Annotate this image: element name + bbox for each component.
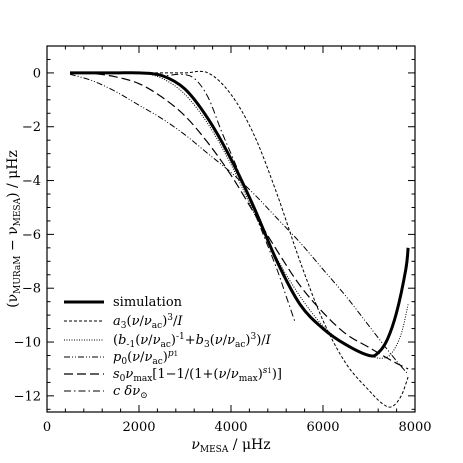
y-tick-label: −2 bbox=[22, 120, 41, 135]
series-line-5 bbox=[70, 72, 296, 324]
x-label-unit: / μHz bbox=[228, 437, 270, 453]
y-tick-label: −10 bbox=[14, 336, 41, 351]
ticks bbox=[46, 46, 416, 412]
legend-label-s0: s0νmax[1−1/(1+(ν/νmax)s1)] bbox=[113, 366, 282, 384]
y-label-sub1: MURaM bbox=[13, 256, 23, 294]
plot-frame bbox=[46, 45, 416, 413]
legend-label-p0: p0(ν/νac)p1 bbox=[113, 349, 178, 367]
x-tick-label: 2000 bbox=[122, 420, 155, 435]
legend-label-simulation: simulation bbox=[113, 295, 183, 310]
tick-labels: 0 2000 4000 6000 8000 0 −2 −4 −6 −8 −10 −12 bbox=[14, 66, 432, 435]
x-tick-label: 8000 bbox=[398, 420, 431, 435]
series-line-3 bbox=[69, 73, 409, 375]
y-label-sub2: MESA bbox=[13, 197, 23, 226]
y-tick-label: −12 bbox=[14, 389, 41, 404]
legend: simulation a3(ν/νac)3/I (b-1(ν/νac)-1+b3… bbox=[64, 295, 282, 401]
legend-label-a3: a3(ν/νac)3/I bbox=[113, 313, 183, 331]
y-tick-label: −8 bbox=[22, 282, 41, 297]
x-tick-label: 0 bbox=[43, 420, 51, 435]
y-tick-label: 0 bbox=[33, 66, 41, 81]
x-tick-label: 6000 bbox=[306, 420, 339, 435]
legend-label-b: (b-1(ν/νac)-1+b3(ν/νac)3)/I bbox=[113, 332, 272, 350]
y-label-close: ) / μHz bbox=[5, 150, 21, 198]
y-tick-label: −4 bbox=[22, 174, 41, 189]
legend-label-c: c δν⊙ bbox=[113, 384, 148, 401]
x-label-main: ν bbox=[191, 437, 200, 453]
y-label-mid: − ν bbox=[5, 226, 21, 255]
y-label-open: (ν bbox=[5, 294, 21, 308]
series-layer bbox=[69, 70, 410, 408]
y-axis-label: (νMURaM − νMESA) / μHz bbox=[5, 150, 23, 308]
series-line-4 bbox=[69, 72, 409, 370]
y-tick-label: −6 bbox=[22, 228, 41, 243]
series-line-0 bbox=[70, 71, 410, 358]
x-axis-label: νMESA / μHz bbox=[191, 437, 270, 455]
x-tick-label: 4000 bbox=[214, 420, 247, 435]
x-label-sub: MESA bbox=[200, 445, 229, 455]
